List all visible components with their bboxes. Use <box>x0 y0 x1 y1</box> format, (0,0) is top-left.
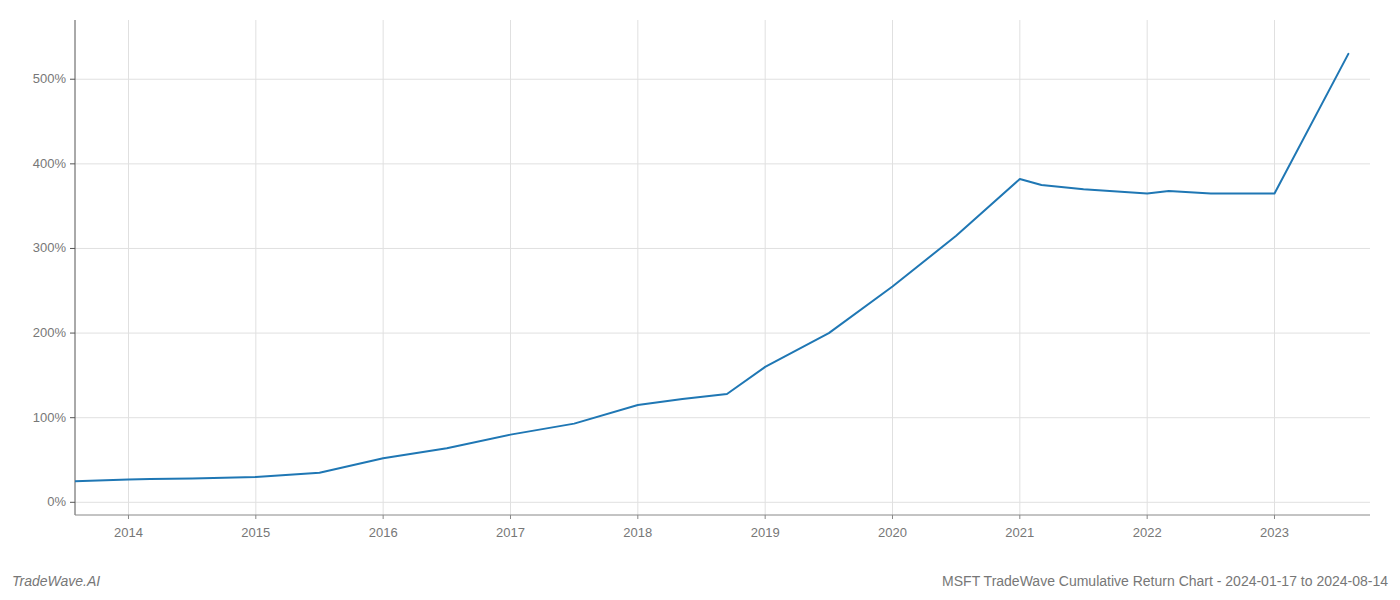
x-grid-line <box>510 20 511 515</box>
x-grid-line <box>1019 20 1020 515</box>
x-tick-label: 2018 <box>623 525 652 540</box>
x-tick-label: 2023 <box>1260 525 1289 540</box>
y-tick-label: 500% <box>33 71 67 86</box>
x-tick <box>637 515 638 519</box>
grid <box>75 20 1370 515</box>
x-grid-line <box>765 20 766 515</box>
x-grid-line <box>892 20 893 515</box>
texts: TradeWave.AI MSFT TradeWave Cumulative Re… <box>12 573 1388 589</box>
y-grid-line <box>75 502 1370 503</box>
x-tick <box>510 515 511 519</box>
x-grid-line <box>383 20 384 515</box>
y-tick-label: 200% <box>33 325 67 340</box>
y-tick <box>70 79 75 80</box>
y-tick <box>70 248 75 249</box>
y-tick-label: 300% <box>33 240 67 255</box>
x-tick <box>1274 515 1275 519</box>
y-grid-line <box>75 417 1370 418</box>
y-tick <box>70 502 75 503</box>
x-tick-label: 2014 <box>114 525 143 540</box>
y-tick-label: 0% <box>47 494 66 509</box>
x-tick-label: 2015 <box>241 525 270 540</box>
y-grid-line <box>75 248 1370 249</box>
x-tick <box>1147 515 1148 519</box>
x-tick <box>383 515 384 519</box>
title: MSFT TradeWave Cumulative Return Chart -… <box>942 573 1388 589</box>
line <box>75 54 1348 481</box>
y-tick-label: 100% <box>33 410 67 425</box>
x-tick <box>128 515 129 519</box>
y-grid-line <box>75 333 1370 334</box>
y-tick <box>70 417 75 418</box>
x-tick-label: 2019 <box>751 525 780 540</box>
y-axis-line <box>75 20 76 515</box>
x-tick <box>892 515 893 519</box>
x-tick <box>765 515 766 519</box>
x-axis-line <box>75 515 1370 516</box>
x-tick <box>255 515 256 519</box>
y-tick <box>70 163 75 164</box>
x-grid-line <box>637 20 638 515</box>
y-grid-line <box>75 79 1370 80</box>
x-grid-line <box>1147 20 1148 515</box>
x-grid-line <box>128 20 129 515</box>
x-tick-label: 2020 <box>878 525 907 540</box>
watermark: TradeWave.AI <box>12 573 100 589</box>
x-grid-line <box>1274 20 1275 515</box>
x-tick-label: 2021 <box>1005 525 1034 540</box>
y-grid-line <box>75 163 1370 164</box>
x-tick-label: 2022 <box>1133 525 1162 540</box>
y-tick-label: 400% <box>33 156 67 171</box>
x-tick-label: 2016 <box>369 525 398 540</box>
x-grid-line <box>255 20 256 515</box>
x-tick <box>1019 515 1020 519</box>
axes: 0% 100% 200% 300% 400% 500% 2014 2015 2016 2017 20… <box>33 20 1370 540</box>
y-tick <box>70 333 75 334</box>
chart-container: 0% 100% 200% 300% 400% 500% 2014 2015 2016 2017 20… <box>0 0 1400 600</box>
chart: 0% 100% 200% 300% 400% 500% 2014 2015 2016 2017 20… <box>0 0 1400 600</box>
data-area <box>75 54 1348 481</box>
x-tick-label: 2017 <box>496 525 525 540</box>
